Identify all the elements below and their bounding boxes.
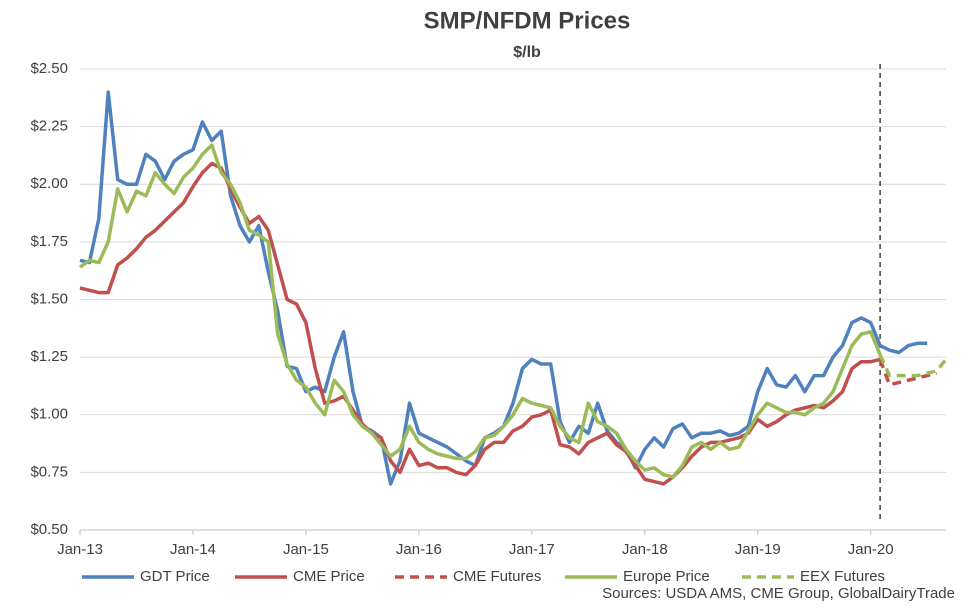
legend-label: Europe Price bbox=[623, 568, 710, 585]
y-tick-label: $2.00 bbox=[30, 175, 68, 192]
legend-label: CME Futures bbox=[453, 568, 541, 585]
x-tick-label: Jan-14 bbox=[170, 541, 216, 558]
series-line bbox=[878, 358, 938, 387]
x-tick-label: Jan-16 bbox=[396, 541, 442, 558]
x-tick-label: Jan-15 bbox=[283, 541, 329, 558]
x-tick-label: Jan-13 bbox=[57, 541, 103, 558]
series-line bbox=[78, 143, 882, 479]
y-tick-label: $1.00 bbox=[30, 406, 68, 423]
y-tick-label: $0.50 bbox=[30, 521, 68, 538]
y-tick-label: $1.50 bbox=[30, 290, 68, 307]
y-tick-label: $1.25 bbox=[30, 348, 68, 365]
x-tick-label: Jan-20 bbox=[848, 541, 894, 558]
source-note: Sources: USDA AMS, CME Group, GlobalDair… bbox=[602, 585, 955, 602]
legend-label: EEX Futures bbox=[800, 568, 885, 585]
legend-label: GDT Price bbox=[140, 568, 210, 585]
chart-subtitle: $/lb bbox=[513, 44, 541, 61]
chart-title: SMP/NFDM Prices bbox=[424, 7, 631, 34]
x-tick-label: Jan-19 bbox=[735, 541, 781, 558]
series-line bbox=[878, 354, 948, 378]
y-tick-label: $2.50 bbox=[30, 60, 68, 77]
series-line bbox=[79, 161, 881, 486]
y-tick-label: $0.75 bbox=[30, 463, 68, 480]
legend-label: CME Price bbox=[293, 568, 365, 585]
x-tick-label: Jan-18 bbox=[622, 541, 668, 558]
y-tick-label: $1.75 bbox=[30, 233, 68, 250]
x-tick-label: Jan-17 bbox=[509, 541, 555, 558]
y-tick-label: $2.25 bbox=[30, 118, 68, 135]
